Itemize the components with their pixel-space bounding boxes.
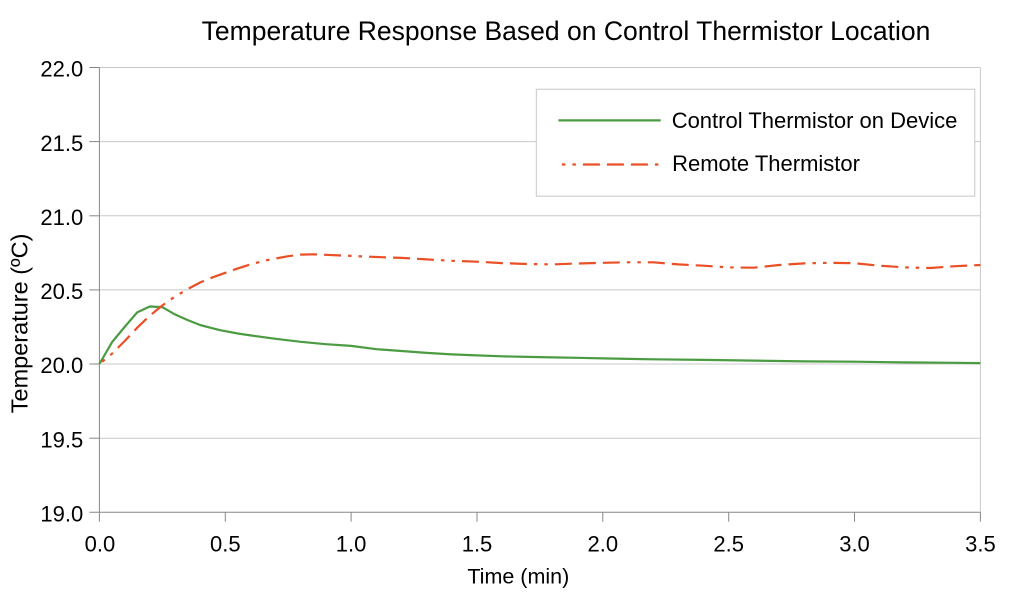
- svg-text:Temperature (ºC): Temperature (ºC): [7, 234, 33, 414]
- svg-text:3.0: 3.0: [839, 531, 870, 556]
- svg-text:1.5: 1.5: [462, 531, 493, 556]
- svg-text:2.5: 2.5: [713, 531, 744, 556]
- svg-text:20.0: 20.0: [40, 353, 83, 378]
- svg-text:Temperature Response Based on: Temperature Response Based on Control Th…: [202, 16, 931, 46]
- svg-text:19.0: 19.0: [40, 502, 83, 527]
- svg-text:Time (min): Time (min): [467, 564, 569, 588]
- svg-text:22.0: 22.0: [40, 57, 83, 82]
- svg-text:20.5: 20.5: [40, 279, 83, 304]
- svg-text:3.5: 3.5: [965, 531, 996, 556]
- svg-text:19.5: 19.5: [40, 427, 83, 452]
- svg-text:0.5: 0.5: [210, 531, 241, 556]
- svg-text:0.0: 0.0: [85, 531, 116, 556]
- svg-text:Remote Thermistor: Remote Thermistor: [672, 151, 860, 176]
- svg-text:2.0: 2.0: [588, 531, 619, 556]
- svg-text:Control Thermistor on Device: Control Thermistor on Device: [672, 108, 958, 133]
- svg-text:21.5: 21.5: [40, 131, 83, 156]
- svg-text:21.0: 21.0: [40, 205, 83, 230]
- svg-text:1.0: 1.0: [336, 531, 367, 556]
